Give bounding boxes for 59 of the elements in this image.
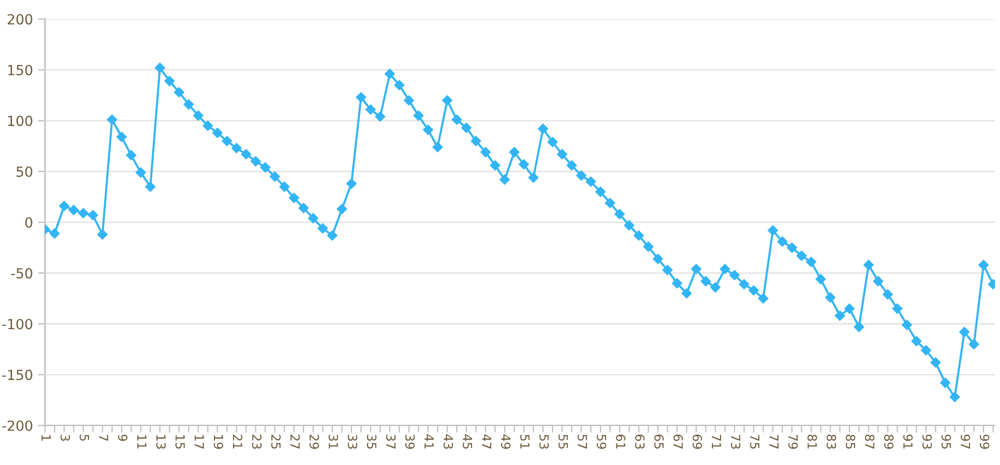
x-tick-label: 69 bbox=[692, 434, 702, 449]
x-tick-label: 23 bbox=[252, 434, 262, 449]
x-tick-label: 89 bbox=[884, 434, 894, 449]
x-tick-label: 85 bbox=[846, 434, 856, 449]
x-tick-label: 9 bbox=[118, 434, 128, 441]
x-tick-label: 55 bbox=[558, 434, 568, 449]
x-tick-label: 91 bbox=[903, 434, 913, 449]
x-tick-label: 73 bbox=[730, 434, 740, 449]
x-tick-label: 1 bbox=[42, 435, 51, 441]
x-tick-label: 41 bbox=[424, 434, 434, 449]
x-tick-label: 21 bbox=[233, 434, 242, 449]
x-tick-label: 93 bbox=[922, 434, 932, 449]
y-tick-label: 100 bbox=[8, 116, 32, 126]
x-tick-label: 3 bbox=[60, 434, 70, 441]
x-tick-label: 7 bbox=[99, 434, 108, 441]
x-tick-label: 49 bbox=[501, 434, 511, 449]
x-tick-label: 59 bbox=[596, 434, 606, 449]
x-tick-label: 95 bbox=[942, 434, 952, 449]
x-tick-label: 13 bbox=[156, 435, 166, 449]
x-tick-label: 67 bbox=[673, 434, 683, 449]
y-tick-label: 50 bbox=[16, 166, 32, 177]
x-tick-label: 15 bbox=[175, 435, 185, 449]
x-tick-label: 43 bbox=[444, 434, 454, 449]
x-tick-label: 61 bbox=[616, 434, 626, 449]
x-tick-label: 65 bbox=[654, 434, 664, 449]
y-tick-label: -150 bbox=[2, 370, 32, 380]
x-tick-label: 71 bbox=[712, 434, 722, 449]
y-tick-label: -50 bbox=[11, 268, 32, 279]
x-tick-label: 57 bbox=[578, 434, 587, 449]
x-tick-label: 51 bbox=[520, 434, 530, 449]
x-tick-label: 31 bbox=[328, 434, 338, 449]
x-tick-label: 99 bbox=[980, 434, 990, 449]
x-tick-label: 47 bbox=[482, 434, 492, 449]
x-tick-label: 33 bbox=[348, 434, 358, 449]
y-tick-label: -200 bbox=[2, 420, 32, 431]
x-tick-label: 19 bbox=[214, 435, 224, 449]
x-tick-label: 87 bbox=[864, 434, 874, 449]
x-tick-label: 39 bbox=[405, 434, 415, 449]
x-tick-label: 75 bbox=[750, 434, 760, 449]
y-tick-label: 150 bbox=[8, 64, 32, 76]
x-tick-label: 5 bbox=[80, 434, 89, 441]
x-tick-label: 17 bbox=[194, 435, 204, 449]
y-tick-label: -100 bbox=[2, 318, 32, 330]
x-tick-label: 83 bbox=[826, 434, 836, 449]
x-tick-label: 37 bbox=[386, 434, 396, 449]
x-tick-label: 77 bbox=[769, 434, 778, 449]
x-tick-label: 53 bbox=[539, 434, 549, 449]
y-tick-label: 0 bbox=[25, 217, 32, 228]
x-tick-label: 79 bbox=[788, 434, 798, 449]
x-tick-label: 97 bbox=[960, 434, 970, 449]
x-tick-label: 11 bbox=[137, 435, 146, 449]
x-tick-label: 29 bbox=[310, 434, 319, 449]
x-tick-label: 35 bbox=[366, 434, 376, 449]
x-tick-label: 63 bbox=[635, 434, 645, 449]
x-tick-label: 45 bbox=[462, 434, 472, 449]
y-tick-label: 200 bbox=[8, 14, 32, 25]
x-tick-label: 27 bbox=[290, 434, 300, 449]
x-tick-label: 81 bbox=[808, 434, 817, 449]
x-tick-label: 25 bbox=[271, 434, 281, 449]
